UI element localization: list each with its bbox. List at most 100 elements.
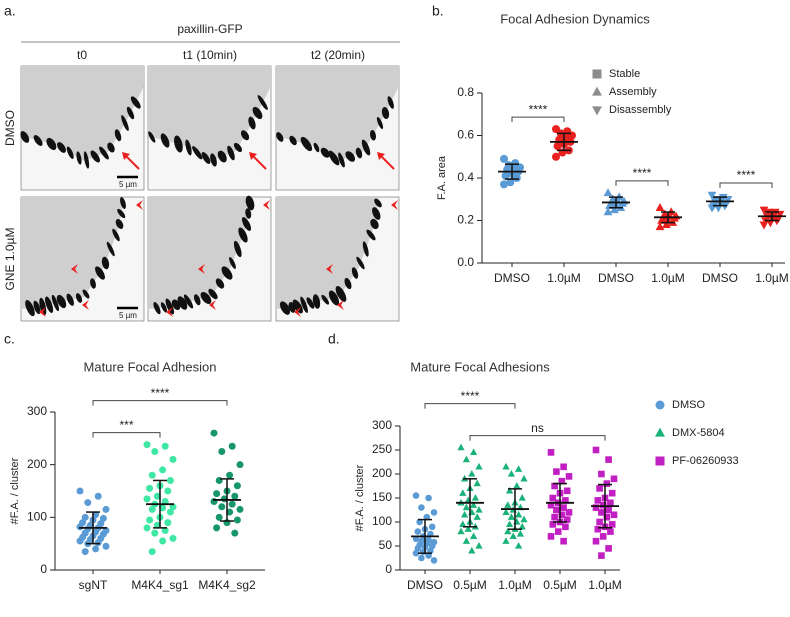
point [469, 448, 478, 456]
y-tick-label: 200 [27, 457, 47, 471]
point [509, 532, 517, 540]
adhesion [335, 286, 347, 302]
point [668, 217, 678, 226]
point [164, 487, 172, 495]
point [720, 202, 730, 211]
point [714, 204, 723, 213]
point [662, 219, 671, 228]
point [236, 505, 244, 513]
point [592, 106, 602, 116]
x-tick-label: sgNT [79, 578, 108, 592]
point [501, 171, 510, 180]
x-tick-label: 0.5µM [453, 578, 487, 592]
arrow-head [263, 200, 270, 210]
adhesion [233, 240, 242, 258]
point [603, 207, 613, 216]
adhesion [57, 142, 66, 153]
arrow-head [209, 300, 216, 310]
point [457, 527, 465, 535]
point [592, 86, 602, 96]
point [76, 523, 84, 531]
point [514, 542, 523, 549]
point [655, 427, 665, 437]
adhesion [117, 208, 126, 219]
point [610, 511, 618, 519]
adhesion [279, 301, 291, 315]
point [469, 532, 478, 540]
adhesion [252, 106, 263, 120]
point [598, 552, 605, 559]
significance-bracket [719, 182, 773, 188]
point [592, 446, 600, 454]
point [99, 514, 107, 522]
legend-label: DMX-5804 [672, 427, 725, 439]
panel-label: b. [432, 3, 444, 19]
adhesion [66, 293, 74, 306]
adhesion [245, 195, 255, 211]
point [759, 206, 769, 215]
adhesion [355, 147, 363, 159]
point [655, 400, 665, 410]
point [502, 537, 510, 544]
point [425, 494, 432, 502]
point [770, 208, 780, 217]
arrow-head [82, 300, 89, 310]
arrow [124, 154, 140, 170]
x-tick-label: DMSO [702, 271, 738, 285]
point [166, 508, 174, 516]
adhesion [208, 288, 218, 300]
point [146, 484, 154, 492]
x-tick-label: 1.0µM [651, 271, 685, 285]
point [81, 548, 89, 556]
point [506, 178, 515, 187]
point [500, 180, 508, 189]
point [169, 455, 177, 463]
micrographs [20, 65, 400, 322]
point [563, 487, 571, 495]
adhesion [300, 136, 313, 152]
arrow-head [326, 264, 333, 274]
adhesion [82, 289, 90, 299]
adhesion [306, 297, 315, 309]
adhesion [192, 146, 203, 160]
significance-bracket [511, 116, 565, 123]
point [592, 504, 600, 511]
row-head: GNE 1.0µM [3, 228, 17, 291]
point [210, 429, 218, 437]
adhesion [160, 302, 168, 313]
point [143, 441, 151, 449]
point [563, 516, 571, 523]
point [554, 528, 562, 535]
arrow-head [198, 264, 205, 274]
point [159, 466, 167, 474]
point [505, 520, 514, 528]
adhesion [46, 137, 57, 151]
point [146, 516, 154, 524]
adhesion [361, 139, 371, 156]
point [551, 513, 558, 521]
adhesion [174, 135, 183, 153]
y-tick-label: 0 [385, 562, 392, 576]
point [594, 497, 602, 504]
x-tick-label: 1.0µM [755, 271, 789, 285]
point [610, 475, 618, 483]
point [500, 154, 508, 163]
panel-title: paxillin-GFP [177, 22, 242, 36]
point [159, 537, 167, 545]
point [412, 492, 420, 499]
y-tick-label: 0.0 [457, 255, 474, 269]
adhesion [130, 96, 141, 109]
adhesion [185, 139, 192, 156]
point [457, 443, 465, 451]
adhesion [51, 294, 60, 312]
point [599, 533, 607, 540]
point [549, 494, 557, 502]
point [560, 463, 567, 471]
point [655, 222, 665, 231]
point [553, 506, 560, 514]
adhesion [201, 152, 211, 164]
point [428, 523, 436, 531]
adhesion [33, 300, 41, 315]
chart-title: Focal Adhesion Dynamics [500, 11, 650, 26]
point [166, 476, 174, 484]
